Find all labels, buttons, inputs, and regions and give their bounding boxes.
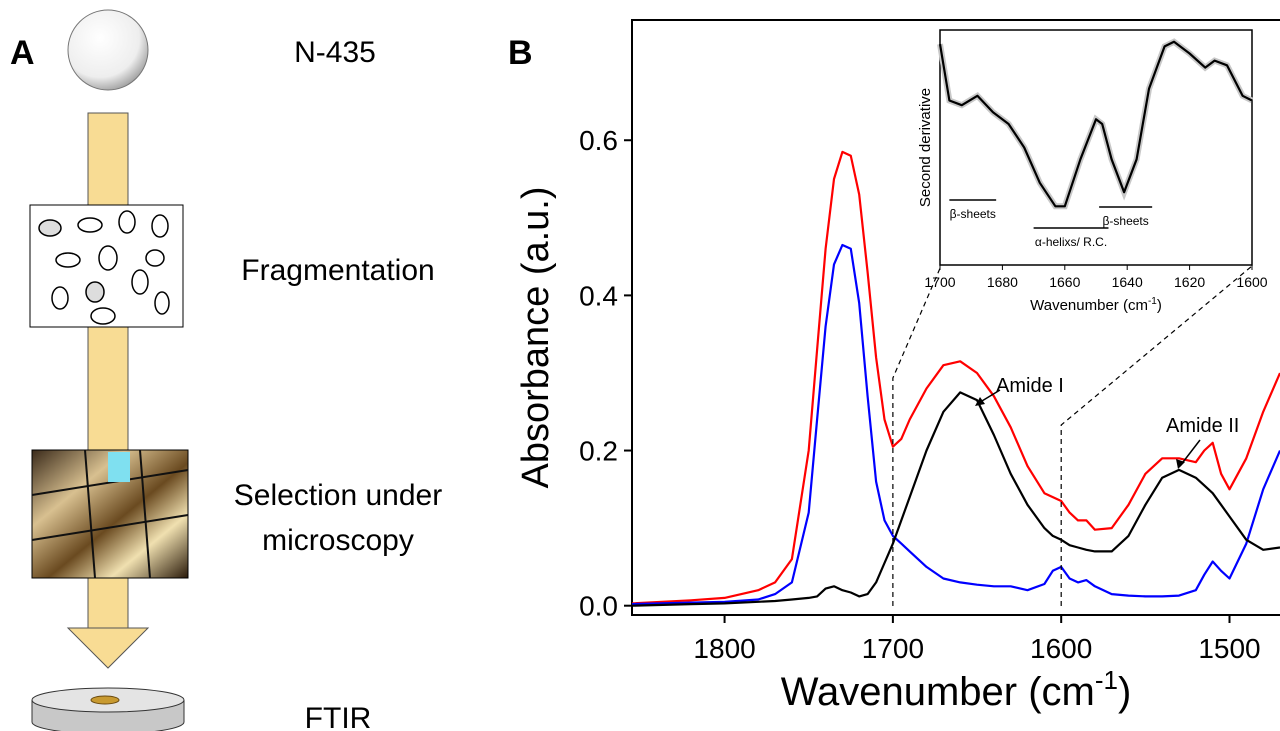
- line: [938, 40, 1253, 208]
- x-tick-label: 1600: [1030, 633, 1092, 664]
- sample-sphere: [67, 9, 149, 91]
- plot-area: [632, 150, 1280, 607]
- x-tick-label: 1600: [1236, 274, 1267, 290]
- annotation: β-sheets: [950, 207, 996, 221]
- x-tick-label: 1660: [1049, 274, 1080, 290]
- x-axis-label-sup: -1: [1148, 296, 1157, 307]
- x-tick-label: 1500: [1198, 633, 1260, 664]
- annotation-arrowhead: [1176, 459, 1185, 469]
- x-axis-label: Wavenumber (cm-1): [781, 665, 1132, 714]
- y-tick-label: 0.4: [579, 280, 618, 311]
- y-axis-label: Second derivative: [917, 88, 934, 207]
- x-tick-label: 1620: [1174, 274, 1205, 290]
- panel-label: A: [10, 34, 35, 72]
- y-tick-label: 0.6: [579, 125, 618, 156]
- annotation-arrowhead: [975, 397, 985, 406]
- arrow-head: [66, 627, 150, 669]
- y-axis-label: Absorbance (a.u.): [515, 186, 557, 488]
- x-axis-label-sup: -1: [1095, 665, 1118, 695]
- panel-label: B: [508, 34, 533, 72]
- y-tick-label: 0.2: [579, 436, 618, 467]
- annotation: β-sheets: [1103, 214, 1149, 228]
- panel-a: A N-435 Fragmentation Selection under mi…: [10, 9, 442, 731]
- ftir-sample: [90, 695, 120, 705]
- photo-highlight: [108, 452, 130, 482]
- line: [632, 150, 1280, 605]
- x-tick-label: 1700: [862, 633, 924, 664]
- step-label: microscopy: [262, 524, 414, 557]
- x-axis-label-text: Wavenumber (cm: [781, 670, 1095, 714]
- step-label: Fragmentation: [241, 254, 434, 287]
- x-tick-label: 1700: [924, 274, 955, 290]
- line: [632, 391, 1280, 607]
- zoom-guide: [892, 265, 942, 606]
- annotation: Amide II: [1166, 415, 1239, 437]
- photo-grid: [31, 449, 189, 579]
- step-label: Selection under: [234, 479, 442, 512]
- step-label: N-435: [294, 36, 376, 69]
- zoom-guide: [1060, 265, 1253, 606]
- x-axis-label-text: Wavenumber (cm: [1030, 297, 1148, 314]
- x-tick-label: 1680: [987, 274, 1018, 290]
- x-axis-label: Wavenumber (cm-1): [1030, 296, 1162, 314]
- line: [632, 243, 1280, 606]
- annotation: α-helixs/ R.C.: [1035, 235, 1107, 249]
- annotation: Amide I: [996, 375, 1064, 397]
- fragments: [38, 210, 170, 325]
- x-tick-label: 1640: [1112, 274, 1143, 290]
- axis-frame: [631, 19, 1280, 616]
- x-axis-label-end: ): [1157, 297, 1162, 314]
- x-axis-label-end: ): [1118, 670, 1131, 714]
- chart: B 0.0 0.2 0.4 0.6 1800 1700 1600 1500 Absorbance …: [508, 19, 1280, 714]
- y-tick-label: 0.0: [579, 591, 618, 622]
- x-tick-label: 1800: [693, 633, 755, 664]
- inset-frame: [939, 29, 1253, 266]
- step-label: FTIR: [305, 702, 372, 731]
